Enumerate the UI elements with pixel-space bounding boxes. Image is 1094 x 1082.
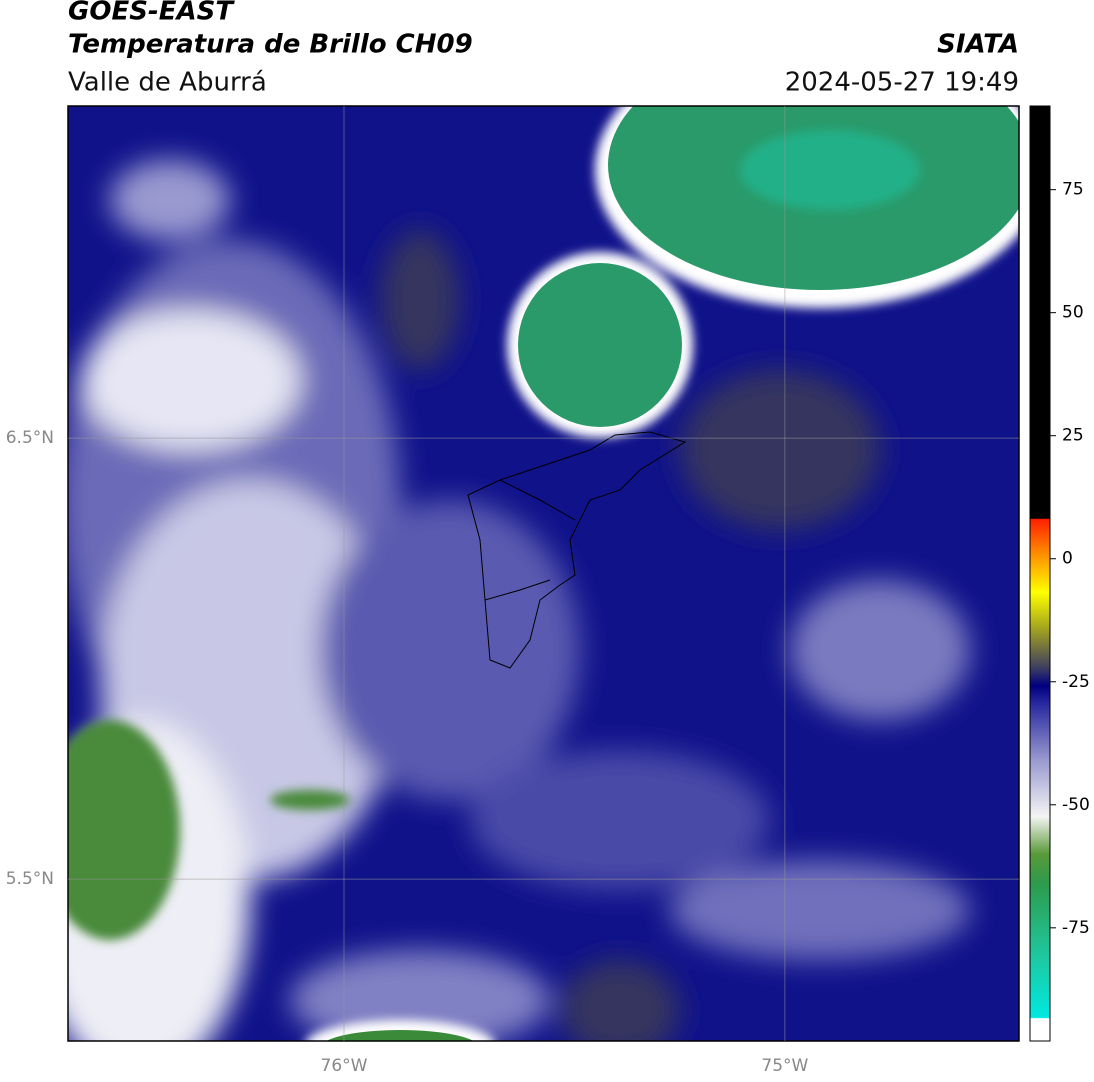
lat-label: 5.5°N xyxy=(6,869,54,889)
lon-label: 76°W xyxy=(321,1056,368,1076)
title: GOES-EAST xyxy=(68,0,235,27)
colorbar-tick-label: -50 xyxy=(1062,795,1090,815)
colorbar-tick-label: 75 xyxy=(1062,180,1084,200)
satellite-image xyxy=(68,106,1019,1041)
map-frame xyxy=(67,105,1020,1042)
colorbar xyxy=(1029,105,1051,1042)
lon-label: 75°W xyxy=(761,1056,808,1076)
colorbar-tick-label: 25 xyxy=(1062,426,1084,446)
lat-label: 6.5°N xyxy=(6,428,54,448)
colorbar-tick-label: 50 xyxy=(1062,303,1084,323)
valle-aburra-outline xyxy=(467,431,687,669)
product: Temperatura de Brillo CH09 xyxy=(68,30,473,60)
datetime: 2024-05-27 19:49 xyxy=(785,68,1019,98)
colorbar-tick-label: 0 xyxy=(1062,549,1073,569)
source: SIATA xyxy=(937,30,1019,60)
colorbar-tick-label: -75 xyxy=(1062,918,1090,938)
region: Valle de Aburrá xyxy=(68,68,267,98)
colorbar-tick-label: -25 xyxy=(1062,672,1090,692)
